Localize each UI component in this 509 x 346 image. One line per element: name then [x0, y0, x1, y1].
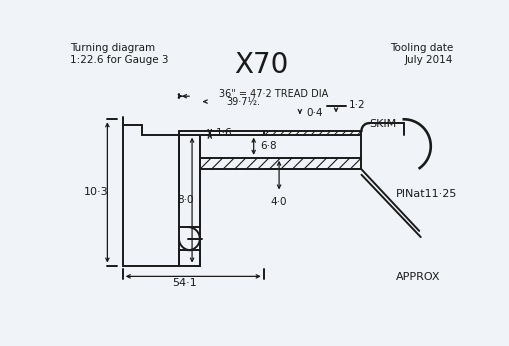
Text: 0·4: 0·4: [305, 108, 322, 118]
Text: SKIM: SKIM: [369, 119, 395, 129]
Text: Tooling date
July 2014: Tooling date July 2014: [389, 43, 452, 65]
Text: 39·7½.: 39·7½.: [227, 97, 260, 107]
Text: 54·1: 54·1: [172, 277, 196, 288]
Text: 8·0: 8·0: [177, 195, 193, 205]
Text: PINat11·25: PINat11·25: [395, 189, 457, 199]
Text: Turning diagram
1:22.6 for Gauge 3: Turning diagram 1:22.6 for Gauge 3: [70, 43, 168, 65]
Text: 36" = 47·2 TREAD DIA: 36" = 47·2 TREAD DIA: [218, 89, 328, 99]
Text: X70: X70: [234, 51, 288, 79]
Text: 1·6: 1·6: [215, 128, 232, 138]
Text: 4·0: 4·0: [270, 197, 287, 207]
Text: 1·2: 1·2: [348, 100, 364, 110]
Text: 6·8: 6·8: [260, 141, 277, 151]
Text: APPROX: APPROX: [395, 272, 440, 282]
Text: 10·3: 10·3: [83, 188, 108, 198]
